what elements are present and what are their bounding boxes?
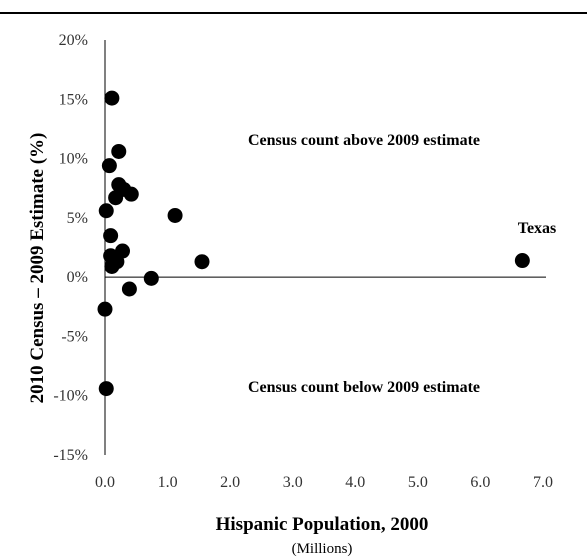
data-point — [103, 228, 119, 244]
x-tick-label: 7.0 — [533, 474, 553, 491]
data-point — [167, 207, 183, 223]
y-tick-label: 15% — [59, 91, 88, 108]
y-tick-label: 10% — [59, 151, 88, 168]
data-point — [98, 203, 114, 219]
x-tick-label: 0.0 — [95, 474, 115, 491]
y-tick-label: -5% — [61, 328, 88, 345]
data-point — [104, 258, 120, 274]
y-axis-label: 2010 Census – 2009 Estimate (%) — [27, 133, 48, 404]
x-tick-label: 4.0 — [345, 474, 365, 491]
data-point — [104, 90, 120, 106]
data-point — [101, 158, 117, 174]
annotation-above: Census count above 2009 estimate — [248, 132, 480, 149]
x-tick-label: 3.0 — [283, 474, 303, 491]
y-tick-label: 5% — [67, 210, 88, 227]
annotation-below: Census count below 2009 estimate — [248, 379, 480, 396]
data-point — [108, 190, 124, 206]
x-tick-label: 6.0 — [470, 474, 490, 491]
data-point — [194, 254, 210, 270]
data-point — [97, 301, 113, 317]
y-tick-label: -15% — [53, 447, 88, 464]
annotation-texas: Texas — [518, 220, 557, 237]
top-rule — [0, 12, 587, 14]
data-point — [98, 381, 114, 397]
x-tick-labels: 0.0 1.0 2.0 3.0 4.0 5.0 6.0 7.0 — [95, 474, 553, 491]
y-tick-label: 20% — [59, 32, 88, 49]
data-point — [121, 281, 137, 297]
y-tick-label: -10% — [53, 388, 88, 405]
data-point — [123, 186, 139, 202]
y-tick-label: 0% — [67, 269, 88, 286]
x-axis-unit-label: (Millions) — [292, 541, 353, 557]
x-tick-label: 5.0 — [408, 474, 428, 491]
x-tick-label: 2.0 — [220, 474, 240, 491]
x-axis-label: Hispanic Population, 2000 — [216, 514, 429, 535]
data-points — [97, 90, 530, 397]
x-tick-label: 1.0 — [158, 474, 178, 491]
y-tick-labels: 20% 15% 10% 5% 0% -5% -10% -15% — [53, 32, 88, 464]
data-point — [514, 253, 530, 269]
data-point — [111, 143, 127, 159]
data-point — [143, 270, 159, 286]
